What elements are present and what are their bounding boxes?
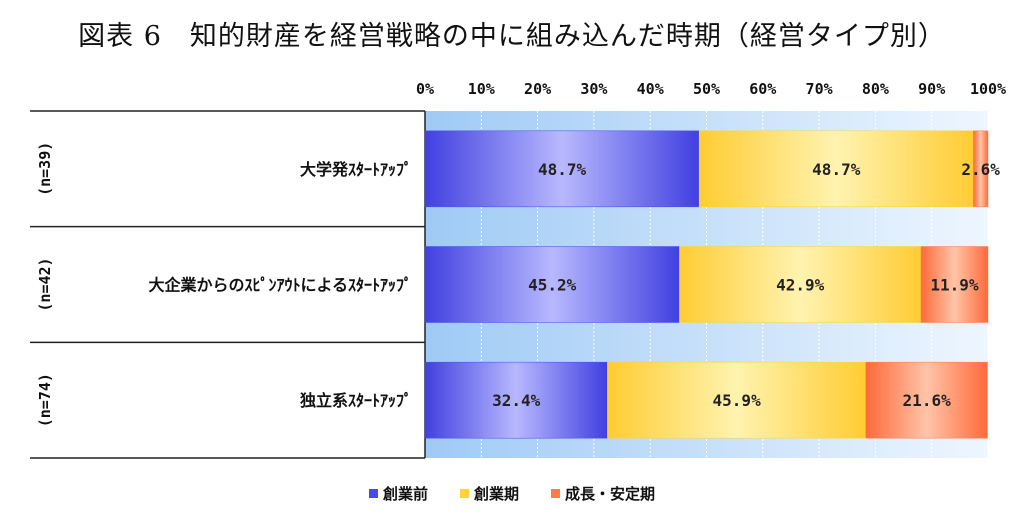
data-label: 45.9% [713, 391, 762, 410]
bar-segment [424, 246, 680, 323]
data-label: 21.6% [903, 391, 952, 410]
legend-label: 創業前 [382, 485, 428, 503]
category-labels: 大学発ｽﾀｰﾄｱｯﾌﾟ (n=39) 大企業からのｽﾋﾟﾝｱｳﾄによるｽﾀｰﾄｱｯﾌ… [36, 142, 412, 428]
legend-swatch [459, 489, 469, 498]
legend-swatch [551, 489, 560, 498]
legend-label: 成長・安定期 [565, 485, 656, 503]
x-tick-label: 0% [416, 80, 434, 98]
bar-segment [607, 361, 867, 439]
legend-swatch [368, 489, 378, 498]
sample-size-label: (n=42) [36, 257, 54, 311]
bars: 48.7% 48.7% 2.6% 45.2% 42.9% 11.9% 32.4% 45.9% 2… [424, 130, 1000, 439]
legend-item-before-founding: 創業前 [368, 483, 428, 504]
legend: 創業前 創業期 成長・安定期 [0, 483, 1024, 504]
data-label: 2.6% [961, 160, 1000, 179]
bar-segment [424, 130, 700, 208]
bar-segment [698, 130, 974, 208]
data-label: 11.9% [930, 276, 979, 295]
x-tick-label: 100% [970, 80, 1006, 98]
x-tick-label: 20% [524, 80, 551, 98]
stacked-bar-chart: 0% 10% 20% 30% 40% 50% 60% 70% 80% 90% 100% 48.7% 4… [30, 80, 1006, 459]
data-label: 48.7% [538, 160, 587, 179]
x-tick-label: 30% [580, 80, 607, 98]
bar-segment [865, 361, 988, 439]
legend-item-founding-period: 創業期 [459, 483, 519, 504]
bar-segment [920, 246, 989, 323]
x-tick-label: 50% [693, 80, 720, 98]
bar-segment [679, 246, 922, 323]
data-label: 48.7% [812, 160, 861, 179]
bar-segment [424, 361, 608, 439]
bar-segment [973, 130, 989, 208]
chart-title: 図表 6 知的財産を経営戦略の中に組み込んだ時期（経営タイプ別） [78, 21, 946, 52]
legend-item-growth-stable: 成長・安定期 [551, 483, 655, 504]
category-label: 大企業からのｽﾋﾟﾝｱｳﾄによるｽﾀｰﾄｱｯﾌﾟ [148, 276, 412, 295]
data-label: 42.9% [776, 276, 825, 295]
sample-size-label: (n=39) [36, 142, 54, 196]
legend-label: 創業期 [473, 485, 519, 503]
x-tick-label: 10% [468, 80, 495, 98]
x-tick-label: 40% [637, 80, 664, 98]
data-label: 45.2% [528, 276, 577, 295]
category-label: 大学発ｽﾀｰﾄｱｯﾌﾟ [300, 160, 412, 179]
category-label: 独立系ｽﾀｰﾄｱｯﾌﾟ [300, 391, 412, 410]
sample-size-label: (n=74) [36, 373, 54, 427]
x-tick-label: 90% [918, 80, 945, 98]
data-label: 32.4% [492, 391, 541, 410]
x-tick-label: 60% [749, 80, 776, 98]
x-tick-label: 70% [806, 80, 833, 98]
x-tick-label: 80% [862, 80, 889, 98]
x-tick-labels: 0% 10% 20% 30% 40% 50% 60% 70% 80% 90% 100% [416, 80, 1006, 98]
